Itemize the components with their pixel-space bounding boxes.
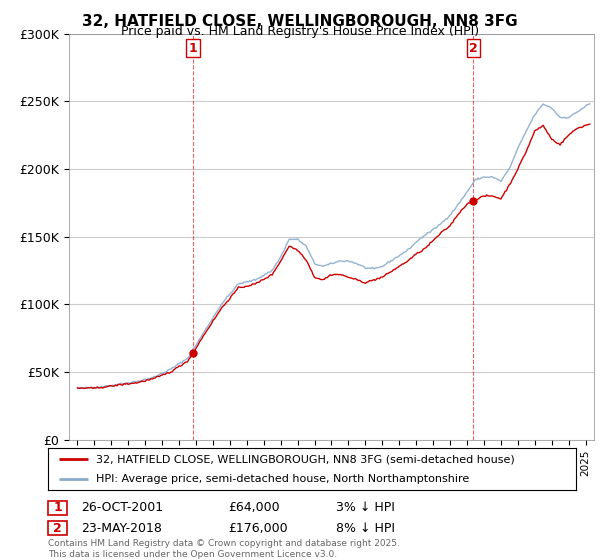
Text: 1: 1	[188, 42, 197, 55]
Text: 8% ↓ HPI: 8% ↓ HPI	[336, 521, 395, 535]
Text: £64,000: £64,000	[228, 501, 280, 515]
Text: Contains HM Land Registry data © Crown copyright and database right 2025.
This d: Contains HM Land Registry data © Crown c…	[48, 539, 400, 559]
Text: 2: 2	[53, 521, 62, 535]
Text: Price paid vs. HM Land Registry's House Price Index (HPI): Price paid vs. HM Land Registry's House …	[121, 25, 479, 38]
Text: HPI: Average price, semi-detached house, North Northamptonshire: HPI: Average price, semi-detached house,…	[95, 474, 469, 484]
Text: 2: 2	[469, 42, 478, 55]
Text: 26-OCT-2001: 26-OCT-2001	[81, 501, 163, 515]
Text: 32, HATFIELD CLOSE, WELLINGBOROUGH, NN8 3FG: 32, HATFIELD CLOSE, WELLINGBOROUGH, NN8 …	[82, 14, 518, 29]
Text: 23-MAY-2018: 23-MAY-2018	[81, 521, 162, 535]
Text: £176,000: £176,000	[228, 521, 287, 535]
Text: 1: 1	[53, 501, 62, 515]
Text: 32, HATFIELD CLOSE, WELLINGBOROUGH, NN8 3FG (semi-detached house): 32, HATFIELD CLOSE, WELLINGBOROUGH, NN8 …	[95, 454, 514, 464]
Text: 3% ↓ HPI: 3% ↓ HPI	[336, 501, 395, 515]
